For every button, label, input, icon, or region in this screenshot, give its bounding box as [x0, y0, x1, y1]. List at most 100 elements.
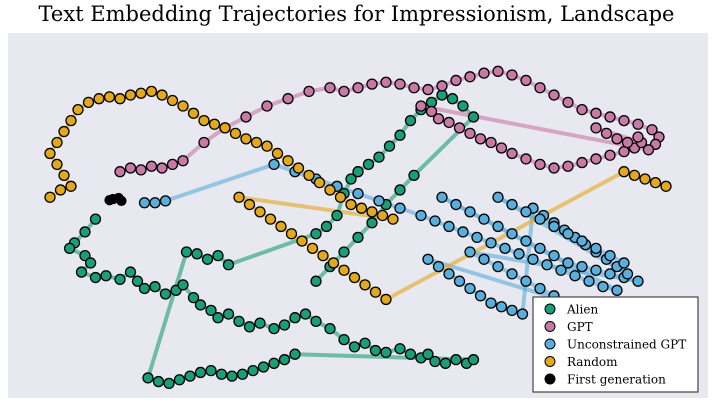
- data-point: [632, 275, 644, 287]
- chart-title: Text Embedding Trajectories for Impressi…: [38, 2, 675, 26]
- data-point: [268, 322, 280, 335]
- data-point: [355, 202, 368, 214]
- data-point: [432, 113, 445, 125]
- data-point: [296, 235, 308, 247]
- trajectory-line: [385, 169, 625, 302]
- data-point: [453, 122, 466, 134]
- data-point: [156, 162, 168, 174]
- data-point: [180, 246, 193, 258]
- data-point: [173, 374, 186, 386]
- data-point: [576, 235, 588, 247]
- data-point: [331, 209, 343, 222]
- data-point: [639, 173, 651, 185]
- data-point: [621, 268, 634, 280]
- data-point: [506, 69, 518, 81]
- data-point: [261, 140, 273, 152]
- trajectory-line: [146, 251, 189, 379]
- data-point: [492, 65, 504, 77]
- data-point: [198, 114, 210, 127]
- data-point: [590, 122, 602, 134]
- data-point: [429, 215, 441, 227]
- data-point: [618, 257, 630, 269]
- data-point: [415, 209, 427, 222]
- data-point: [369, 286, 382, 298]
- legend-label: First generation: [567, 373, 666, 387]
- data-point: [467, 111, 480, 123]
- data-point: [446, 93, 459, 105]
- data-point: [152, 375, 165, 388]
- data-point: [222, 259, 235, 271]
- data-point: [478, 253, 490, 265]
- data-point: [534, 282, 546, 295]
- legend-marker: [544, 321, 556, 332]
- data-point: [177, 100, 189, 112]
- data-point: [303, 85, 315, 98]
- data-point: [348, 271, 361, 284]
- data-point: [114, 273, 126, 286]
- data-point: [44, 147, 56, 160]
- data-point: [597, 281, 609, 293]
- data-point: [611, 284, 623, 296]
- data-point: [359, 337, 371, 349]
- data-point: [240, 111, 252, 123]
- data-point: [600, 127, 613, 140]
- data-point: [562, 228, 574, 240]
- data-point: [604, 111, 616, 123]
- data-point: [233, 315, 245, 328]
- data-point: [345, 173, 357, 185]
- data-point: [310, 275, 322, 287]
- data-point: [278, 354, 291, 366]
- data-point: [348, 341, 361, 353]
- data-point: [485, 237, 497, 249]
- data-point: [422, 348, 434, 360]
- data-point: [590, 242, 602, 255]
- data-points: [44, 65, 672, 390]
- data-point: [394, 184, 406, 196]
- data-point: [100, 270, 112, 282]
- data-point: [506, 304, 518, 317]
- data-point: [240, 133, 252, 145]
- data-point: [177, 279, 189, 291]
- data-point: [366, 206, 378, 218]
- data-point: [54, 184, 67, 196]
- data-point: [541, 259, 553, 271]
- data-point: [116, 195, 127, 207]
- data-point: [257, 361, 270, 373]
- data-point: [124, 162, 137, 174]
- data-point: [299, 308, 312, 320]
- data-point: [439, 357, 452, 369]
- data-point: [236, 368, 249, 380]
- data-point: [373, 151, 385, 163]
- data-point: [632, 131, 644, 143]
- data-point: [271, 147, 284, 160]
- data-point: [429, 355, 441, 368]
- data-point: [149, 281, 161, 293]
- data-point: [310, 315, 322, 328]
- data-point: [485, 136, 497, 149]
- data-point: [621, 136, 634, 149]
- legend: Alien GPT Unconstrained GPT Random First gen…: [532, 296, 699, 393]
- data-point: [233, 191, 245, 203]
- data-point: [131, 275, 144, 287]
- data-point: [495, 142, 508, 154]
- data-point: [149, 197, 161, 209]
- data-point: [590, 153, 602, 165]
- data-point: [548, 89, 560, 101]
- data-point: [198, 136, 210, 149]
- data-point: [422, 253, 434, 265]
- data-point: [450, 354, 462, 366]
- data-point: [282, 155, 294, 167]
- data-point: [380, 293, 392, 306]
- data-point: [63, 242, 76, 255]
- data-point: [576, 260, 588, 273]
- legend-label: Random: [567, 355, 618, 369]
- data-point: [576, 156, 588, 169]
- data-point: [264, 213, 277, 225]
- data-point: [254, 317, 266, 329]
- data-point: [604, 268, 616, 280]
- data-point: [194, 366, 207, 379]
- data-point: [604, 249, 616, 262]
- data-point: [145, 85, 158, 98]
- data-point: [450, 198, 462, 211]
